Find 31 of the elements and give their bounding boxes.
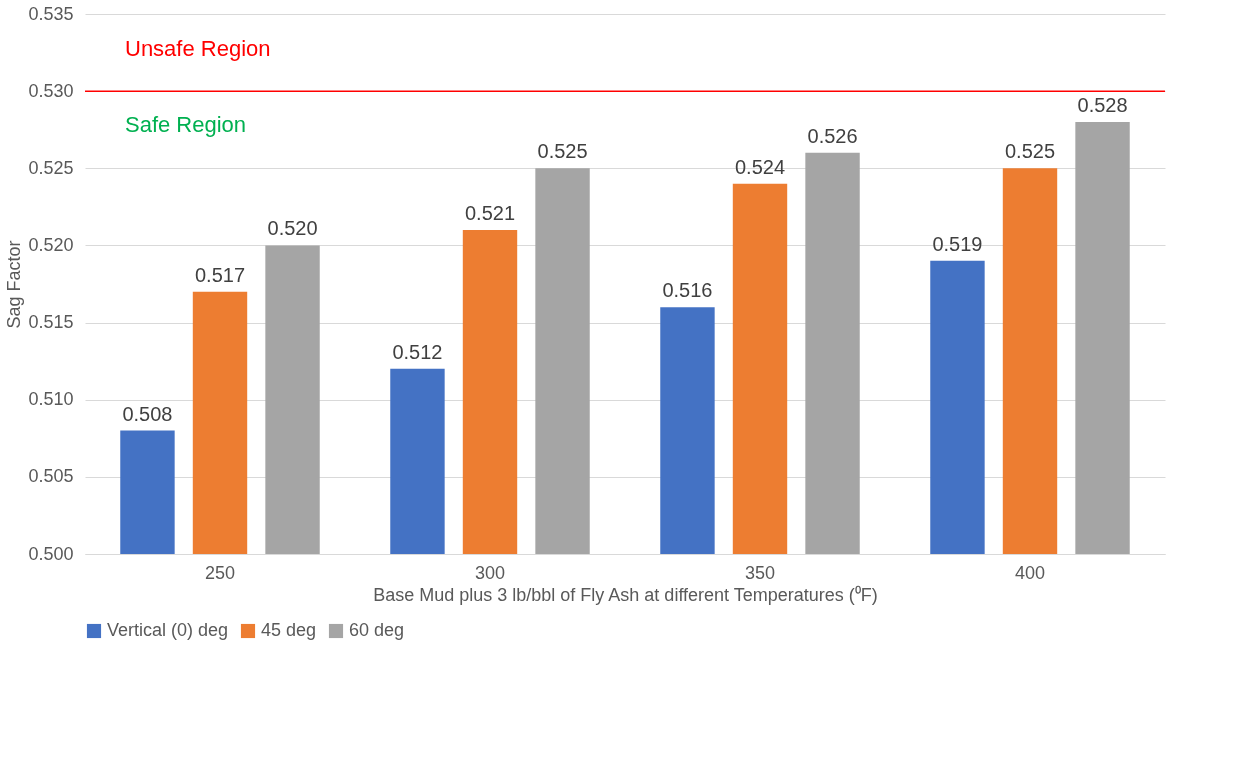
data-label: 0.525 [1004, 140, 1056, 163]
annotation: Unsafe Region [125, 36, 271, 62]
y-tick-label: 0.520 [28, 234, 74, 255]
data-label: 0.528 [1077, 94, 1128, 116]
y-tick-label: 0.515 [28, 312, 74, 333]
data-label: 0.520 [267, 217, 318, 240]
x-axis-title: Base Mud plus 3 lb/bbl of Fly Ash at different Temperatures (⁰F) [373, 584, 878, 605]
data-label: 0.521 [464, 202, 516, 224]
y-tick-label: 0.525 [28, 157, 74, 178]
legend-label: 45 deg [261, 620, 317, 640]
y-tick-label: 0.535 [28, 3, 74, 24]
y-tick-label: 0.530 [28, 80, 74, 101]
y-tick-label: 0.510 [28, 389, 74, 410]
data-label: 0.524 [734, 155, 786, 178]
data-label: 0.525 [537, 140, 588, 163]
y-tick-label: 0.505 [28, 466, 74, 487]
annotation: Safe Region [125, 112, 247, 138]
x-tick-label: 400 [1014, 562, 1046, 583]
legend-label: 60 deg [349, 620, 405, 640]
y-axis-title: Sag Factor [4, 240, 25, 329]
data-label: 0.526 [807, 124, 858, 147]
data-label: 0.517 [194, 263, 246, 286]
legend-label: Vertical (0) deg [107, 620, 229, 640]
data-label: 0.516 [662, 279, 713, 302]
data-label: 0.512 [392, 340, 443, 363]
data-label: 0.508 [122, 402, 173, 425]
x-tick-label: 350 [744, 562, 776, 583]
data-label: 0.519 [932, 232, 983, 255]
y-tick-label: 0.500 [28, 543, 74, 564]
x-tick-label: 300 [474, 562, 506, 583]
x-tick-label: 250 [204, 562, 236, 583]
